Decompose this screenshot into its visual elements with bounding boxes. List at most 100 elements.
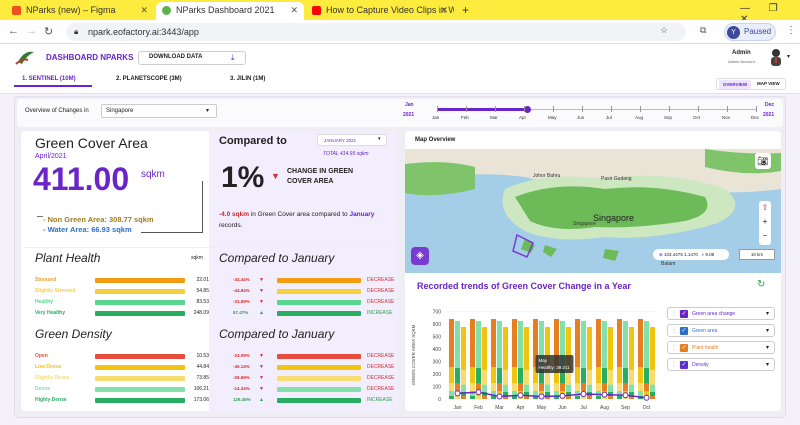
back-icon[interactable]: ← — [8, 25, 19, 37]
bar-segment — [644, 321, 649, 368]
reload-icon[interactable]: ↻ — [44, 26, 54, 38]
metric-value: 10.53 — [196, 353, 209, 359]
chevron-down-icon[interactable]: ▾ — [766, 311, 770, 317]
menu-icon[interactable]: ⋮ — [786, 25, 796, 36]
compare-bar — [277, 398, 361, 403]
checkbox-checked-icon[interactable]: ✓ — [680, 361, 688, 369]
bar-segment — [470, 367, 475, 383]
bar-segment — [650, 396, 655, 399]
user-avatar[interactable] — [769, 48, 783, 66]
bar-segment — [512, 391, 517, 396]
refresh-icon[interactable]: ↻ — [757, 279, 766, 290]
chevron-down-icon[interactable]: ▾ — [766, 345, 770, 351]
bar-segment — [461, 396, 466, 399]
x-tick-label: May — [537, 405, 547, 411]
profile-paused-chip[interactable]: Y Paused — [724, 23, 776, 41]
chevron-down-icon[interactable]: ▾ — [766, 362, 770, 368]
arrow-down-icon: ▼ — [259, 288, 264, 294]
x-tick-label: Feb — [474, 405, 483, 411]
metric-value: 83.53 — [196, 299, 209, 305]
bar-segment — [608, 370, 613, 385]
tooltip-month: May — [539, 358, 548, 363]
timeline-tick — [756, 106, 757, 112]
change-direction: DECREASE — [367, 386, 395, 392]
close-icon[interactable]: ✕ — [140, 5, 148, 15]
region-select[interactable]: Singapore ▾ — [101, 104, 217, 118]
legend-item[interactable]: ⋮⋮ ✓ Density ▾ — [667, 358, 775, 371]
window-controls[interactable]: — ❐ ✕ — [740, 3, 786, 25]
overview-bar: Overview of Changes in Singapore ▾ Jan 2… — [17, 99, 783, 127]
drag-handle-icon: ⋮⋮ — [671, 328, 683, 334]
bar-segment — [629, 391, 634, 397]
extensions-icon[interactable]: ⧉ — [700, 25, 707, 35]
bar-segment — [512, 383, 517, 391]
timeline-slider[interactable]: Jan Feb Mar Apr May Jun Jul Aug Sep Oct Nov Dec — [432, 105, 759, 125]
chevron-down-icon[interactable]: ▾ — [787, 54, 791, 60]
legend-item[interactable]: ⋮⋮ ✓ Green area change ▾ — [667, 307, 775, 320]
close-icon[interactable]: ✕ — [290, 5, 298, 15]
compare-month-select[interactable]: JANUARY 2021 ▾ — [317, 134, 387, 146]
bar-segment — [587, 384, 592, 392]
camera-icon[interactable]: 📷︎ — [755, 153, 771, 169]
bar-segment — [491, 367, 496, 383]
metric-value: 22.01 — [196, 277, 209, 283]
active-tab-indicator — [14, 85, 92, 87]
checkbox-checked-icon[interactable]: ✓ — [680, 310, 688, 318]
bar-segment — [554, 391, 559, 396]
bar-segment — [449, 391, 454, 396]
y-tick-label: 100 — [433, 385, 442, 391]
user-role: Admin Account — [728, 59, 755, 64]
legend-item[interactable]: ⋮⋮ ✓ Green area ▾ — [667, 324, 775, 337]
download-icon: ⤓ — [231, 53, 235, 62]
zoom-in-button[interactable]: + — [762, 217, 768, 226]
forward-icon[interactable]: → — [26, 25, 37, 37]
tab-jilin[interactable]: 3. JILIN (1M) — [230, 76, 266, 82]
browser-tab[interactable]: NParks (new) – Figma ✕ — [6, 2, 154, 20]
compare-bar — [277, 354, 361, 359]
arrow-down-icon: ▼ — [271, 171, 280, 181]
layers-icon[interactable]: ◈ — [411, 247, 429, 265]
map-view[interactable]: Singapore Johor Bahru Pasir Gudang Singa… — [405, 149, 781, 273]
x-tick-label: Jul — [580, 405, 586, 411]
map-view-button[interactable]: MAP VIEW — [757, 81, 780, 86]
legend-item[interactable]: ⋮⋮ ✓ Plant health ▾ — [667, 341, 775, 354]
bar-segment — [518, 321, 523, 368]
zoom-out-button[interactable]: − — [762, 231, 768, 240]
compass-icon[interactable]: ⇧ — [761, 203, 769, 212]
metric-label: Slightly Stressed — [35, 288, 76, 294]
browser-tab[interactable]: How to Capture Video Clips in W ✕ — [306, 2, 454, 20]
arrow-down-icon: ▼ — [259, 353, 264, 359]
metric-label: Slightly Dense — [35, 375, 70, 381]
bar-segment — [575, 383, 580, 391]
bookmark-icon[interactable]: ☆ — [660, 25, 669, 35]
checkbox-checked-icon[interactable]: ✓ — [680, 327, 688, 335]
bar-segment — [491, 391, 496, 396]
bar-segment — [575, 395, 580, 399]
bar-segment — [455, 367, 460, 384]
compare-bar — [277, 278, 361, 283]
bar-segment — [560, 383, 565, 392]
change-direction: DECREASE — [367, 364, 395, 370]
plant-health-compare-title: Compared to January — [219, 251, 335, 265]
chevron-down-icon[interactable]: ▾ — [766, 328, 770, 334]
timeline-tick — [437, 106, 438, 112]
close-icon[interactable]: ✕ — [440, 5, 448, 15]
new-tab-button[interactable]: + — [462, 3, 470, 17]
bar-segment — [524, 396, 529, 399]
timeline-handle[interactable] — [524, 106, 531, 113]
compared-title: Compared to — [219, 135, 287, 147]
bar-segment — [650, 370, 655, 385]
bar-segment — [623, 367, 628, 384]
timeline-tick — [727, 106, 728, 112]
tab-sentinel[interactable]: 1. SENTINEL (10M) — [22, 76, 76, 82]
checkbox-checked-icon[interactable]: ✓ — [680, 344, 688, 352]
trend-point — [559, 392, 566, 399]
green-density-compare-title: Compared to January — [219, 327, 335, 341]
bar-segment — [596, 395, 601, 399]
browser-tab-active[interactable]: NParks Dashboard 2021 ✕ — [156, 2, 304, 20]
change-percent: -44.84% — [233, 288, 250, 293]
overview-view-button[interactable]: OVERVIEW — [719, 80, 751, 89]
url-field[interactable]: 🔒︎ npark.eofactory.ai:3443/app — [66, 23, 686, 41]
download-data-button[interactable]: DOWNLOAD DATA ⤓ — [138, 51, 246, 65]
tab-planetscope[interactable]: 2. PLANETSCOPE (3M) — [116, 76, 182, 82]
